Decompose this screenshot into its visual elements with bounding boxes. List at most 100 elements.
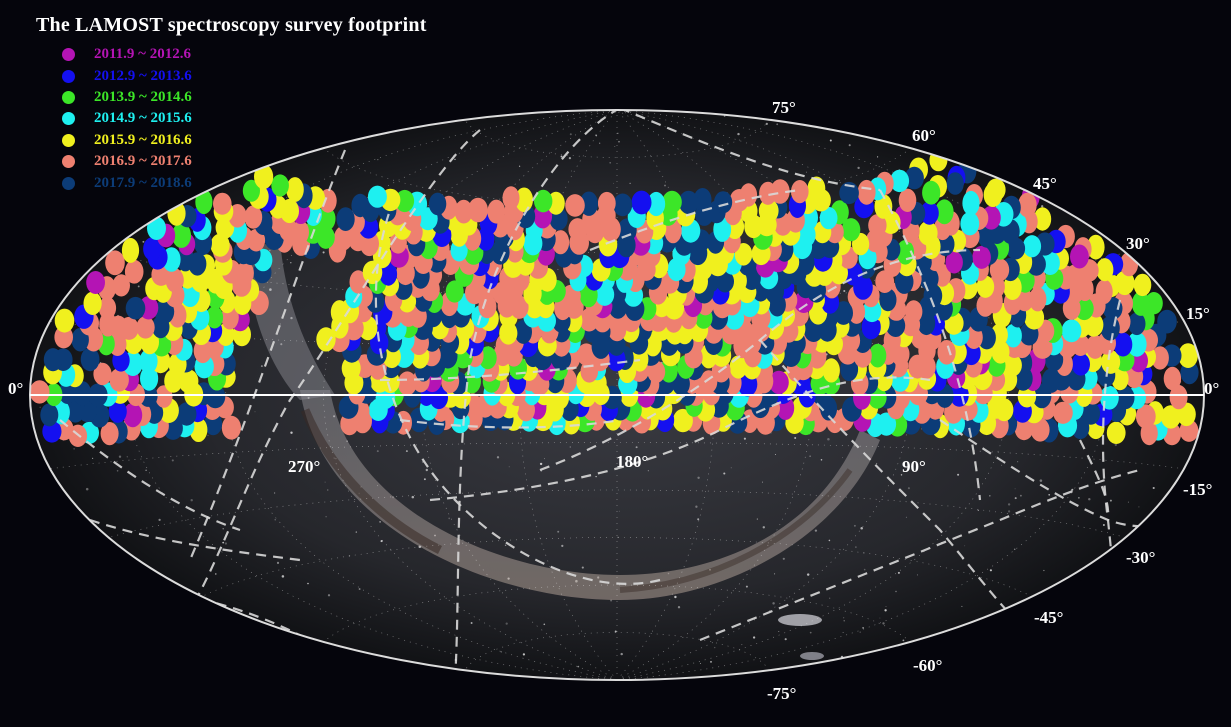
star <box>137 285 140 288</box>
star <box>454 158 456 161</box>
survey-plate <box>336 207 355 232</box>
star <box>1174 177 1177 180</box>
star <box>39 406 41 408</box>
survey-plate <box>43 348 63 372</box>
star <box>269 288 272 291</box>
star <box>62 240 65 243</box>
ra-label-180: 180° <box>616 452 649 471</box>
star <box>505 622 508 625</box>
survey-plate <box>1133 273 1152 297</box>
star <box>772 602 775 605</box>
survey-plate <box>242 179 260 202</box>
survey-plate <box>647 360 666 383</box>
star <box>820 459 823 461</box>
survey-plate <box>1022 235 1042 258</box>
star <box>92 457 94 459</box>
survey-plate <box>803 319 824 342</box>
star <box>571 170 572 172</box>
survey-plate <box>597 191 616 215</box>
survey-plate <box>1070 244 1089 269</box>
star <box>863 568 866 571</box>
star <box>222 541 225 544</box>
magellanic-cloud-small <box>800 652 824 660</box>
star <box>65 553 68 556</box>
star <box>723 472 726 475</box>
star <box>618 140 620 143</box>
survey-plate <box>868 214 887 237</box>
survey-plate <box>613 193 633 217</box>
star <box>1043 569 1045 572</box>
star <box>1014 497 1017 500</box>
star <box>133 586 136 588</box>
survey-plate <box>579 191 599 216</box>
dec-label-30: 30° <box>1126 234 1150 253</box>
star <box>196 179 198 182</box>
survey-plate <box>140 366 159 391</box>
survey-plate <box>100 422 119 446</box>
star <box>39 629 41 632</box>
survey-plate <box>1071 353 1091 376</box>
survey-plate <box>918 221 938 246</box>
survey-plate <box>205 306 224 329</box>
star <box>237 158 239 160</box>
star <box>961 605 963 607</box>
dec-label-75: 75° <box>772 98 796 117</box>
star <box>206 622 209 624</box>
survey-plate <box>929 149 948 172</box>
star <box>842 457 844 459</box>
star <box>1186 589 1188 591</box>
star <box>882 622 885 625</box>
star <box>257 656 260 659</box>
survey-plate <box>487 199 506 224</box>
survey-plate <box>172 222 191 248</box>
survey-plate <box>316 327 336 352</box>
star <box>279 323 281 325</box>
star <box>81 581 85 585</box>
survey-plate <box>1157 309 1177 334</box>
star <box>1013 548 1016 550</box>
star <box>1007 510 1011 513</box>
star <box>379 521 381 523</box>
star <box>294 651 298 654</box>
star <box>154 584 157 587</box>
survey-plate <box>478 346 497 370</box>
star <box>1114 120 1118 123</box>
star <box>828 539 831 542</box>
star <box>543 458 545 460</box>
survey-plate <box>568 218 587 241</box>
survey-plate <box>1003 275 1022 300</box>
survey-plate <box>935 199 954 225</box>
survey-plate <box>124 259 144 284</box>
galactic-gridline <box>699 468 1141 642</box>
star <box>884 609 887 612</box>
legend-marker <box>62 112 75 126</box>
star <box>273 492 276 494</box>
star <box>411 495 415 499</box>
star <box>806 573 810 576</box>
star <box>358 588 361 590</box>
survey-plate <box>898 188 917 212</box>
star <box>743 437 746 440</box>
legend-label: 2015.9 ~ 2016.6 <box>94 131 192 148</box>
star <box>126 456 128 458</box>
star <box>284 650 286 652</box>
star <box>222 528 224 530</box>
survey-plate <box>647 191 666 217</box>
star <box>932 652 935 655</box>
survey-plate <box>86 271 105 294</box>
star <box>714 646 716 649</box>
star <box>900 474 903 476</box>
survey-plate <box>236 261 254 285</box>
survey-plate <box>716 270 734 293</box>
star <box>1151 128 1154 131</box>
survey-plate <box>1163 366 1182 391</box>
star <box>1145 155 1147 157</box>
survey-plate <box>1131 291 1150 316</box>
star <box>1165 200 1167 202</box>
star <box>224 542 228 545</box>
star <box>116 470 119 472</box>
survey-plate <box>977 325 996 350</box>
star <box>324 481 326 483</box>
legend-label: 2013.9 ~ 2014.6 <box>94 88 192 105</box>
star <box>325 516 327 518</box>
